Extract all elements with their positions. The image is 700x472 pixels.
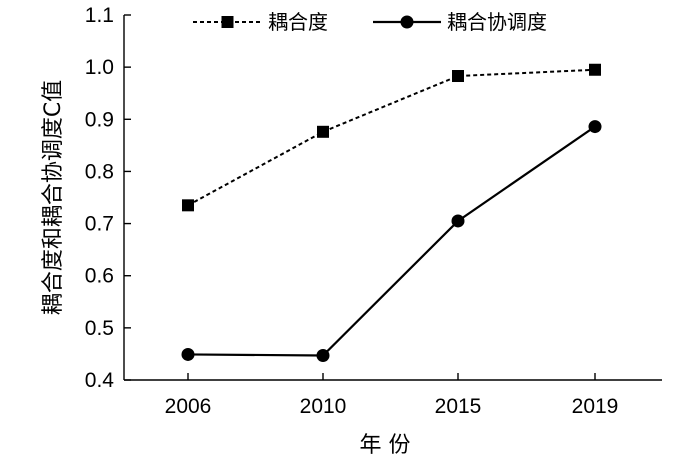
data-point-circle — [451, 214, 465, 228]
data-point-square — [589, 63, 601, 76]
y-tick-label: 1.0 — [85, 56, 114, 79]
chart-series — [181, 63, 602, 362]
data-point-circle — [316, 348, 330, 362]
legend-marker-square — [221, 16, 234, 28]
y-axis-title: 耦合度和耦合协调度C值 — [41, 80, 66, 315]
y-tick-label: 0.8 — [85, 160, 114, 183]
y-tick-label: 0.5 — [85, 317, 114, 340]
x-tick-label: 2010 — [300, 395, 347, 418]
chart-axes — [123, 15, 662, 381]
series-line — [187, 68, 596, 207]
x-tick-label: 2006 — [165, 395, 212, 418]
y-tick-label: 0.7 — [85, 213, 114, 236]
legend-item-2: 耦合协调度 — [373, 10, 547, 34]
data-point-square — [317, 125, 329, 138]
legend-marker-circle — [400, 15, 414, 29]
y-tick-label: 0.4 — [85, 369, 115, 392]
legend-item-1: 耦合度 — [193, 10, 328, 34]
legend-label: 耦合度 — [268, 10, 328, 34]
data-point-circle — [588, 120, 602, 134]
series-2 — [181, 120, 602, 362]
x-tick-label: 2019 — [572, 395, 619, 418]
y-tick-label: 1.1 — [85, 4, 114, 27]
data-point-square — [182, 199, 194, 212]
y-tick-label: 0.9 — [85, 108, 114, 131]
chart-legend: 耦合度 耦合协调度 — [193, 10, 547, 34]
chart-ticks: 0.4 0.5 0.6 0.7 0.8 0.9 1.0 1.1 2006 2010 2015 2019 — [85, 4, 619, 418]
data-point-square — [452, 70, 464, 83]
y-tick-label: 0.6 — [85, 265, 114, 288]
data-point-circle — [181, 347, 195, 361]
x-axis-title: 年 份 — [360, 433, 411, 458]
x-tick-label: 2015 — [435, 395, 482, 418]
series-1 — [182, 63, 601, 212]
series-line — [187, 125, 596, 357]
legend-label: 耦合协调度 — [447, 10, 547, 34]
